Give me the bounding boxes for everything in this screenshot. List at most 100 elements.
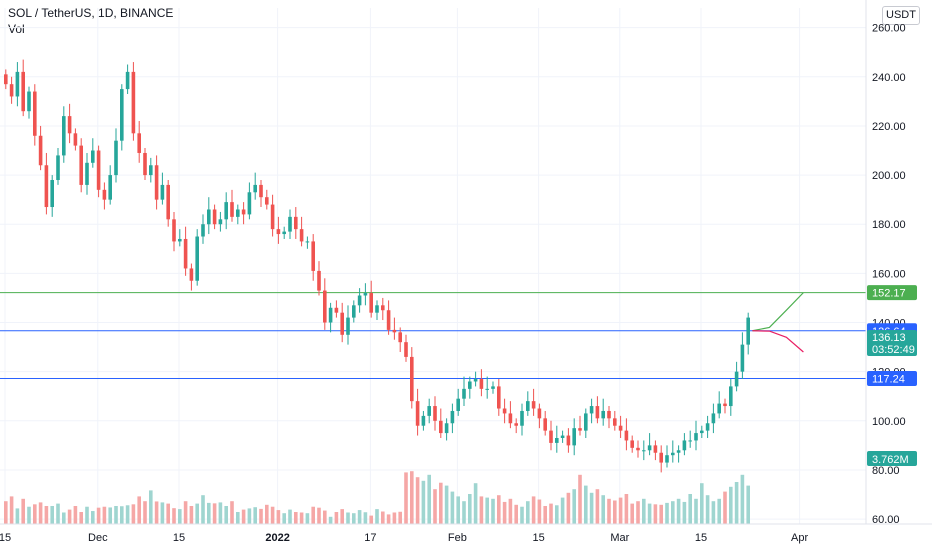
candle-body bbox=[346, 317, 350, 335]
volume-bar bbox=[294, 512, 298, 524]
candle-body bbox=[613, 418, 617, 426]
volume-bar bbox=[311, 506, 315, 524]
volume-bar bbox=[497, 495, 501, 524]
price-axis[interactable]: 260.00240.00220.00200.00180.00160.00140.… bbox=[872, 23, 906, 526]
volume-bar bbox=[734, 482, 739, 524]
volume-bar bbox=[183, 501, 188, 524]
volume-bar bbox=[526, 501, 530, 524]
candle-body bbox=[595, 406, 600, 419]
candle-body bbox=[566, 435, 571, 446]
time-axis[interactable]: 15 Dec 15 2022 17 Feb 15 Mar 15 Apr bbox=[0, 532, 808, 544]
candle-body bbox=[328, 307, 333, 323]
volume-bar bbox=[236, 512, 240, 524]
volume-bar bbox=[241, 509, 246, 524]
price-tag bbox=[867, 370, 917, 386]
candle-body bbox=[323, 290, 327, 323]
time-tick-label: Mar bbox=[610, 532, 629, 544]
candle-body bbox=[102, 189, 107, 200]
volume-bar bbox=[665, 502, 669, 524]
volume-bar bbox=[189, 506, 194, 524]
candle-body bbox=[653, 445, 658, 453]
candle-body bbox=[700, 430, 704, 434]
volume-bar bbox=[433, 489, 437, 524]
bearish-projection-path bbox=[752, 330, 804, 353]
candle-body bbox=[38, 135, 43, 166]
candle-body bbox=[636, 447, 640, 451]
volume-bar bbox=[439, 482, 443, 524]
candle-body bbox=[711, 413, 716, 424]
candle-body bbox=[514, 423, 518, 426]
candle-body bbox=[433, 406, 437, 421]
candle-body bbox=[427, 406, 431, 416]
horizontal-levels[interactable] bbox=[0, 292, 866, 379]
volume-bar bbox=[682, 501, 687, 524]
volume-bar bbox=[456, 496, 460, 524]
volume-bar bbox=[108, 507, 112, 524]
candle-body bbox=[125, 71, 130, 90]
candle-body bbox=[4, 74, 8, 85]
volume-bar bbox=[479, 496, 484, 524]
volume-bar bbox=[305, 513, 310, 524]
volume-bar bbox=[543, 506, 547, 524]
candle-body bbox=[462, 388, 466, 399]
candle-body bbox=[584, 413, 588, 431]
candle-body bbox=[404, 342, 408, 357]
volume-bar bbox=[375, 509, 379, 524]
candle-body bbox=[531, 401, 536, 409]
volume-bar bbox=[369, 515, 373, 524]
price-tick-label: 200.00 bbox=[872, 170, 906, 182]
volume-bar bbox=[328, 516, 333, 524]
volume-bar bbox=[265, 504, 269, 524]
volume-bar bbox=[491, 498, 495, 524]
candle-body bbox=[253, 184, 257, 193]
volume-bar bbox=[485, 497, 489, 524]
volume-bar bbox=[444, 485, 449, 524]
candle-body bbox=[166, 184, 170, 220]
candle-body bbox=[572, 428, 576, 446]
volume-bar bbox=[624, 494, 629, 524]
candle-body bbox=[624, 430, 629, 441]
candle-body bbox=[224, 202, 228, 220]
volume-bar bbox=[346, 512, 350, 524]
volume-bar bbox=[178, 509, 182, 524]
candle-body bbox=[421, 415, 426, 426]
candle-body bbox=[50, 180, 54, 208]
volume-bar bbox=[595, 489, 600, 524]
candle-body bbox=[172, 219, 176, 242]
time-tick-label: 15 bbox=[695, 532, 707, 544]
time-tick-label: 2022 bbox=[265, 532, 289, 544]
candle-body bbox=[62, 116, 66, 156]
volume-indicator-label[interactable]: Vol bbox=[8, 22, 25, 36]
volume-bar bbox=[323, 510, 327, 524]
price-tag-label: 117.24 bbox=[872, 373, 905, 385]
volume-bar bbox=[711, 501, 716, 524]
volume-bar bbox=[230, 501, 234, 524]
candle-body bbox=[189, 268, 194, 281]
candle-body bbox=[143, 152, 147, 176]
candle-body bbox=[85, 162, 89, 185]
candle-body bbox=[386, 310, 391, 330]
volume-bar bbox=[566, 492, 571, 524]
volume-bar bbox=[404, 472, 408, 524]
price-tag bbox=[867, 285, 917, 301]
candle-body bbox=[91, 150, 95, 163]
time-tick-label: Dec bbox=[88, 532, 108, 544]
candle-body bbox=[154, 165, 159, 200]
volume-bar bbox=[195, 503, 199, 524]
candle-body bbox=[705, 423, 710, 431]
candle-body bbox=[369, 293, 373, 313]
candle-body bbox=[9, 84, 14, 97]
volume-bar bbox=[705, 495, 710, 524]
candle-body bbox=[682, 440, 687, 451]
volume-bar bbox=[79, 512, 83, 524]
volume-bar bbox=[137, 496, 141, 524]
candle-body bbox=[439, 420, 443, 434]
volume-bar bbox=[589, 492, 594, 524]
candle-body bbox=[56, 155, 60, 180]
candle-body bbox=[398, 332, 402, 343]
volume-bar bbox=[688, 494, 692, 524]
time-tick-label: 15 bbox=[173, 532, 185, 544]
currency-button[interactable]: USDT bbox=[882, 6, 920, 25]
volume-bar bbox=[288, 509, 292, 524]
